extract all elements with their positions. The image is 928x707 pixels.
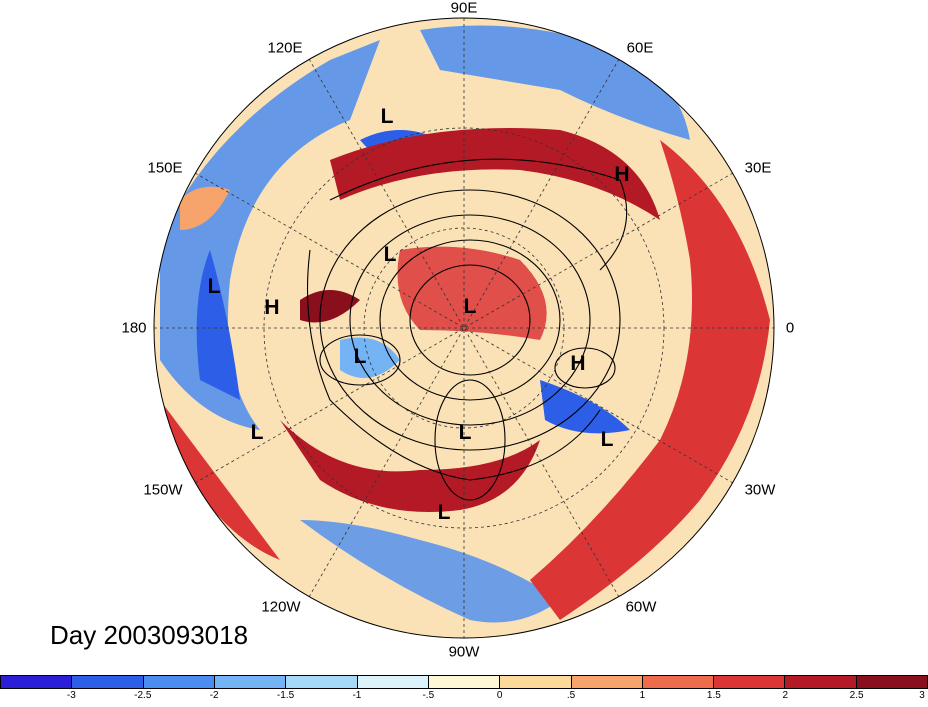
- pressure-center-label: L: [380, 105, 394, 128]
- colorbar-tick-label: -2.5: [134, 690, 152, 701]
- colorbar-tick-label: -.5: [422, 690, 435, 701]
- colorbar-cell: [286, 676, 358, 688]
- lon-label-30e: 30E: [744, 159, 772, 177]
- colorbar-tick-label: 1: [639, 690, 646, 701]
- lon-label-120e: 120E: [267, 39, 303, 57]
- pressure-center-label: H: [570, 352, 586, 375]
- lon-label-150e: 150E: [147, 159, 183, 177]
- colorbar: [0, 675, 928, 689]
- colorbar-tick-label: 2: [782, 690, 788, 701]
- colorbar-tick-label: .5: [566, 690, 576, 701]
- pressure-center-label: L: [600, 428, 614, 451]
- colorbar-tick-label: -1: [352, 690, 362, 701]
- colorbar-cell: [1, 676, 73, 688]
- lon-label-30w: 30W: [744, 481, 776, 499]
- lon-label-90w: 90W: [448, 643, 480, 661]
- colorbar-cell: [571, 676, 643, 688]
- colorbar-tick-label: 1.5: [706, 690, 721, 701]
- pressure-center-label: L: [353, 345, 367, 368]
- pressure-center-label: L: [250, 421, 264, 444]
- lon-label-60e: 60E: [626, 39, 654, 57]
- colorbar-tick-label: -2: [209, 690, 219, 701]
- colorbar-cell: [642, 676, 715, 688]
- pressure-center-label: L: [458, 421, 472, 444]
- map-border: [153, 17, 775, 639]
- lon-label-90e: 90E: [450, 0, 478, 17]
- lon-label-150w: 150W: [143, 481, 183, 499]
- pressure-center-label: L: [207, 275, 221, 298]
- colorbar-cell: [72, 676, 144, 688]
- colorbar-cell: [357, 676, 429, 688]
- colorbar-cell: [214, 676, 287, 688]
- lon-label-120w: 120W: [261, 598, 301, 616]
- colorbar-cell: [428, 676, 501, 688]
- anomaly-field: [154, 18, 774, 638]
- pressure-center-label: L: [463, 295, 477, 318]
- colorbar-cell: [856, 676, 928, 688]
- colorbar-tick-label: 2.5: [849, 690, 864, 701]
- colorbar-ticks: -3 -2.5 -2 -1.5 -1 -.5 0 .5 1 1.5 2 2.5 3: [0, 690, 928, 702]
- colorbar-tick-label: -3: [66, 690, 76, 701]
- lon-label-0: 0: [785, 319, 795, 337]
- pressure-center-label: H: [264, 296, 280, 319]
- colorbar-cell: [143, 676, 215, 688]
- lon-label-180: 180: [121, 319, 147, 337]
- pressure-center-label: L: [437, 501, 451, 524]
- pressure-center-label: H: [614, 163, 630, 186]
- colorbar-tick-label: 0: [496, 690, 503, 701]
- colorbar-cell: [500, 676, 572, 688]
- pressure-center-label: L: [383, 243, 397, 266]
- lon-label-60w: 60W: [625, 598, 657, 616]
- colorbar-tick-label: 3: [919, 690, 925, 701]
- colorbar-cell: [785, 676, 857, 688]
- day-label: Day 2003093018: [50, 620, 249, 650]
- colorbar-cell: [714, 676, 786, 688]
- colorbar-tick-label: -1.5: [276, 690, 295, 701]
